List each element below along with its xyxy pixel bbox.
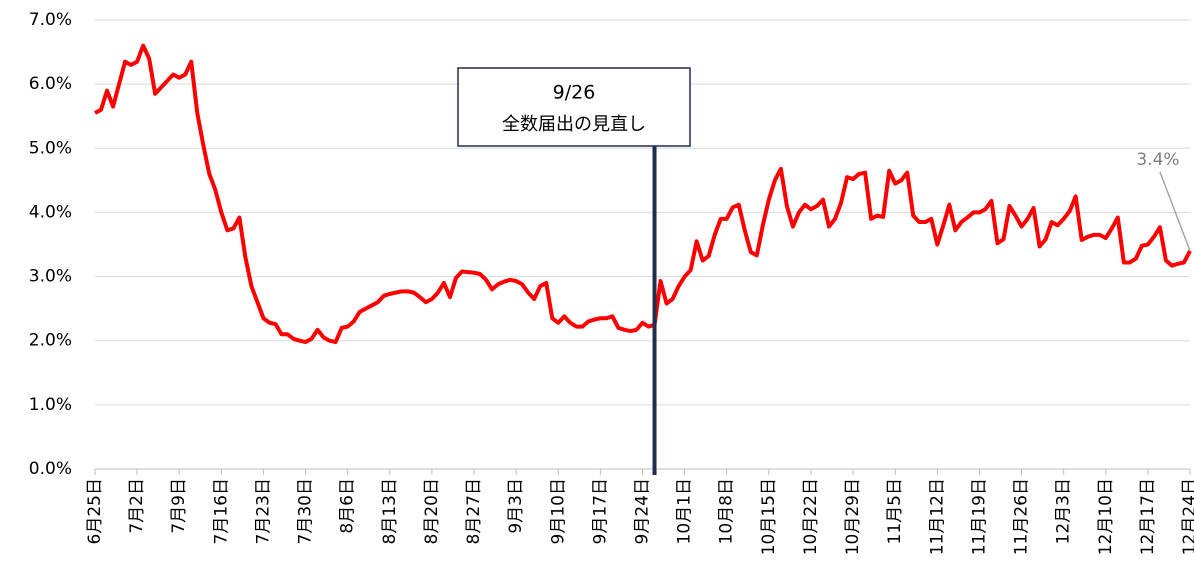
x-tick-label: 12月3日: [1054, 478, 1074, 544]
x-tick-label: 11月19日: [969, 478, 989, 555]
y-tick-label: 3.0%: [29, 267, 72, 287]
line-series: [94, 43, 1192, 344]
x-tick-label: 7月30日: [296, 478, 316, 544]
event-label: 9/26: [553, 82, 596, 104]
y-tick-label: 1.0%: [29, 395, 72, 415]
x-tick-label: 12月10日: [1096, 478, 1116, 555]
event-box: [457, 67, 691, 147]
x-tick-label: 9月3日: [506, 478, 526, 534]
x-tick-label: 10月8日: [717, 478, 737, 544]
event-label: 全数届出の見直し: [502, 114, 646, 135]
x-tick-label: 7月9日: [169, 478, 189, 534]
x-tick-label: 7月16日: [211, 478, 231, 544]
x-tick-label: 9月24日: [633, 478, 653, 544]
x-tick-label: 12月24日: [1180, 478, 1194, 555]
x-tick-label: 11月12日: [927, 478, 947, 555]
x-tick-label: 7月2日: [127, 478, 147, 534]
x-tick-label: 12月17日: [1138, 478, 1158, 555]
y-tick-label: 7.0%: [29, 10, 72, 30]
y-tick-label: 2.0%: [29, 331, 72, 351]
x-tick-label: 11月26日: [1012, 478, 1032, 555]
y-tick-label: 6.0%: [29, 74, 72, 94]
x-tick-label: 9月17日: [590, 478, 610, 544]
x-tick-label: 8月13日: [380, 478, 400, 544]
x-tick-label: 11月5日: [885, 478, 905, 544]
y-tick-label: 4.0%: [29, 202, 72, 222]
leader-line: [1159, 171, 1191, 252]
x-tick-label: 10月1日: [675, 478, 695, 544]
x-tick-label: 8月27日: [464, 478, 484, 544]
x-tick-label: 6月25日: [85, 478, 105, 544]
x-tick-label: 10月29日: [843, 478, 863, 555]
x-tick-label: 9月10日: [548, 478, 568, 544]
y-tick-label: 0.0%: [29, 459, 72, 479]
x-tick-label: 8月6日: [338, 478, 358, 534]
x-tick-label: 7月23日: [253, 478, 273, 544]
x-tick-label: 10月22日: [801, 478, 821, 555]
end-label: 3.4%: [1136, 150, 1179, 170]
y-tick-label: 5.0%: [29, 138, 72, 158]
x-tick-label: 10月15日: [759, 478, 779, 555]
x-tick-label: 8月20日: [422, 478, 442, 544]
